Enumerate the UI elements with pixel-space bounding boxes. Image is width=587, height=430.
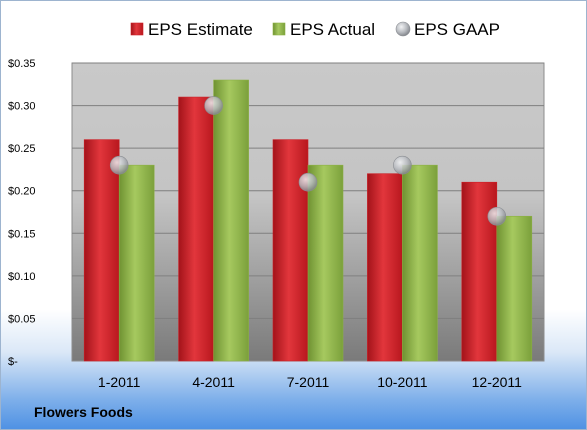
bar-eps-estimate [83, 139, 120, 362]
legend-swatch [130, 22, 144, 36]
legend-swatch [272, 22, 286, 36]
y-tick-label: $0.15 [8, 228, 36, 240]
bar-eps-actual [402, 164, 438, 362]
y-tick-label: $0.05 [8, 313, 36, 325]
marker-eps-gaap [298, 172, 318, 192]
x-tick-label: 10-2011 [377, 374, 428, 390]
marker-eps-gaap [204, 96, 223, 115]
marker-eps-gaap [487, 206, 507, 226]
legend-label: EPS GAAP [414, 20, 500, 39]
bar-eps-actual [118, 164, 155, 362]
bar-eps-actual [213, 79, 249, 362]
legend-label: EPS Estimate [148, 20, 253, 39]
marker-eps-gaap [109, 155, 129, 175]
y-tick-label: $0.25 [8, 143, 36, 155]
bar-eps-estimate [178, 96, 214, 362]
y-tick-label: $- [8, 356, 18, 368]
legend: EPS Estimate EPS Actual EPS GAAP [130, 20, 500, 39]
axis-labels: $- $0.05 $0.10 $0.15 $0.20 $0.25 $0.30 $0.35 1-2… [8, 58, 522, 390]
bar-eps-actual [307, 164, 344, 362]
bars [83, 79, 533, 362]
y-tick-label: $0.30 [8, 101, 36, 113]
y-tick-label: $0.35 [8, 58, 36, 70]
x-tick-label: 4-2011 [192, 374, 235, 390]
x-tick-label: 1-2011 [98, 374, 141, 390]
y-tick-label: $0.10 [8, 271, 36, 283]
x-tick-label: 12-2011 [472, 374, 523, 390]
y-tick-label: $0.20 [8, 186, 36, 198]
x-tick-label: 7-2011 [287, 374, 330, 390]
bar-eps-estimate [367, 173, 403, 362]
legend-label: EPS Actual [290, 20, 375, 39]
marker-eps-gaap [393, 155, 412, 175]
bar-eps-actual [496, 215, 533, 362]
bar-eps-estimate [272, 139, 309, 362]
company-name: Flowers Foods [34, 404, 133, 420]
gaap-markers [109, 96, 507, 226]
legend-swatch [395, 21, 411, 37]
